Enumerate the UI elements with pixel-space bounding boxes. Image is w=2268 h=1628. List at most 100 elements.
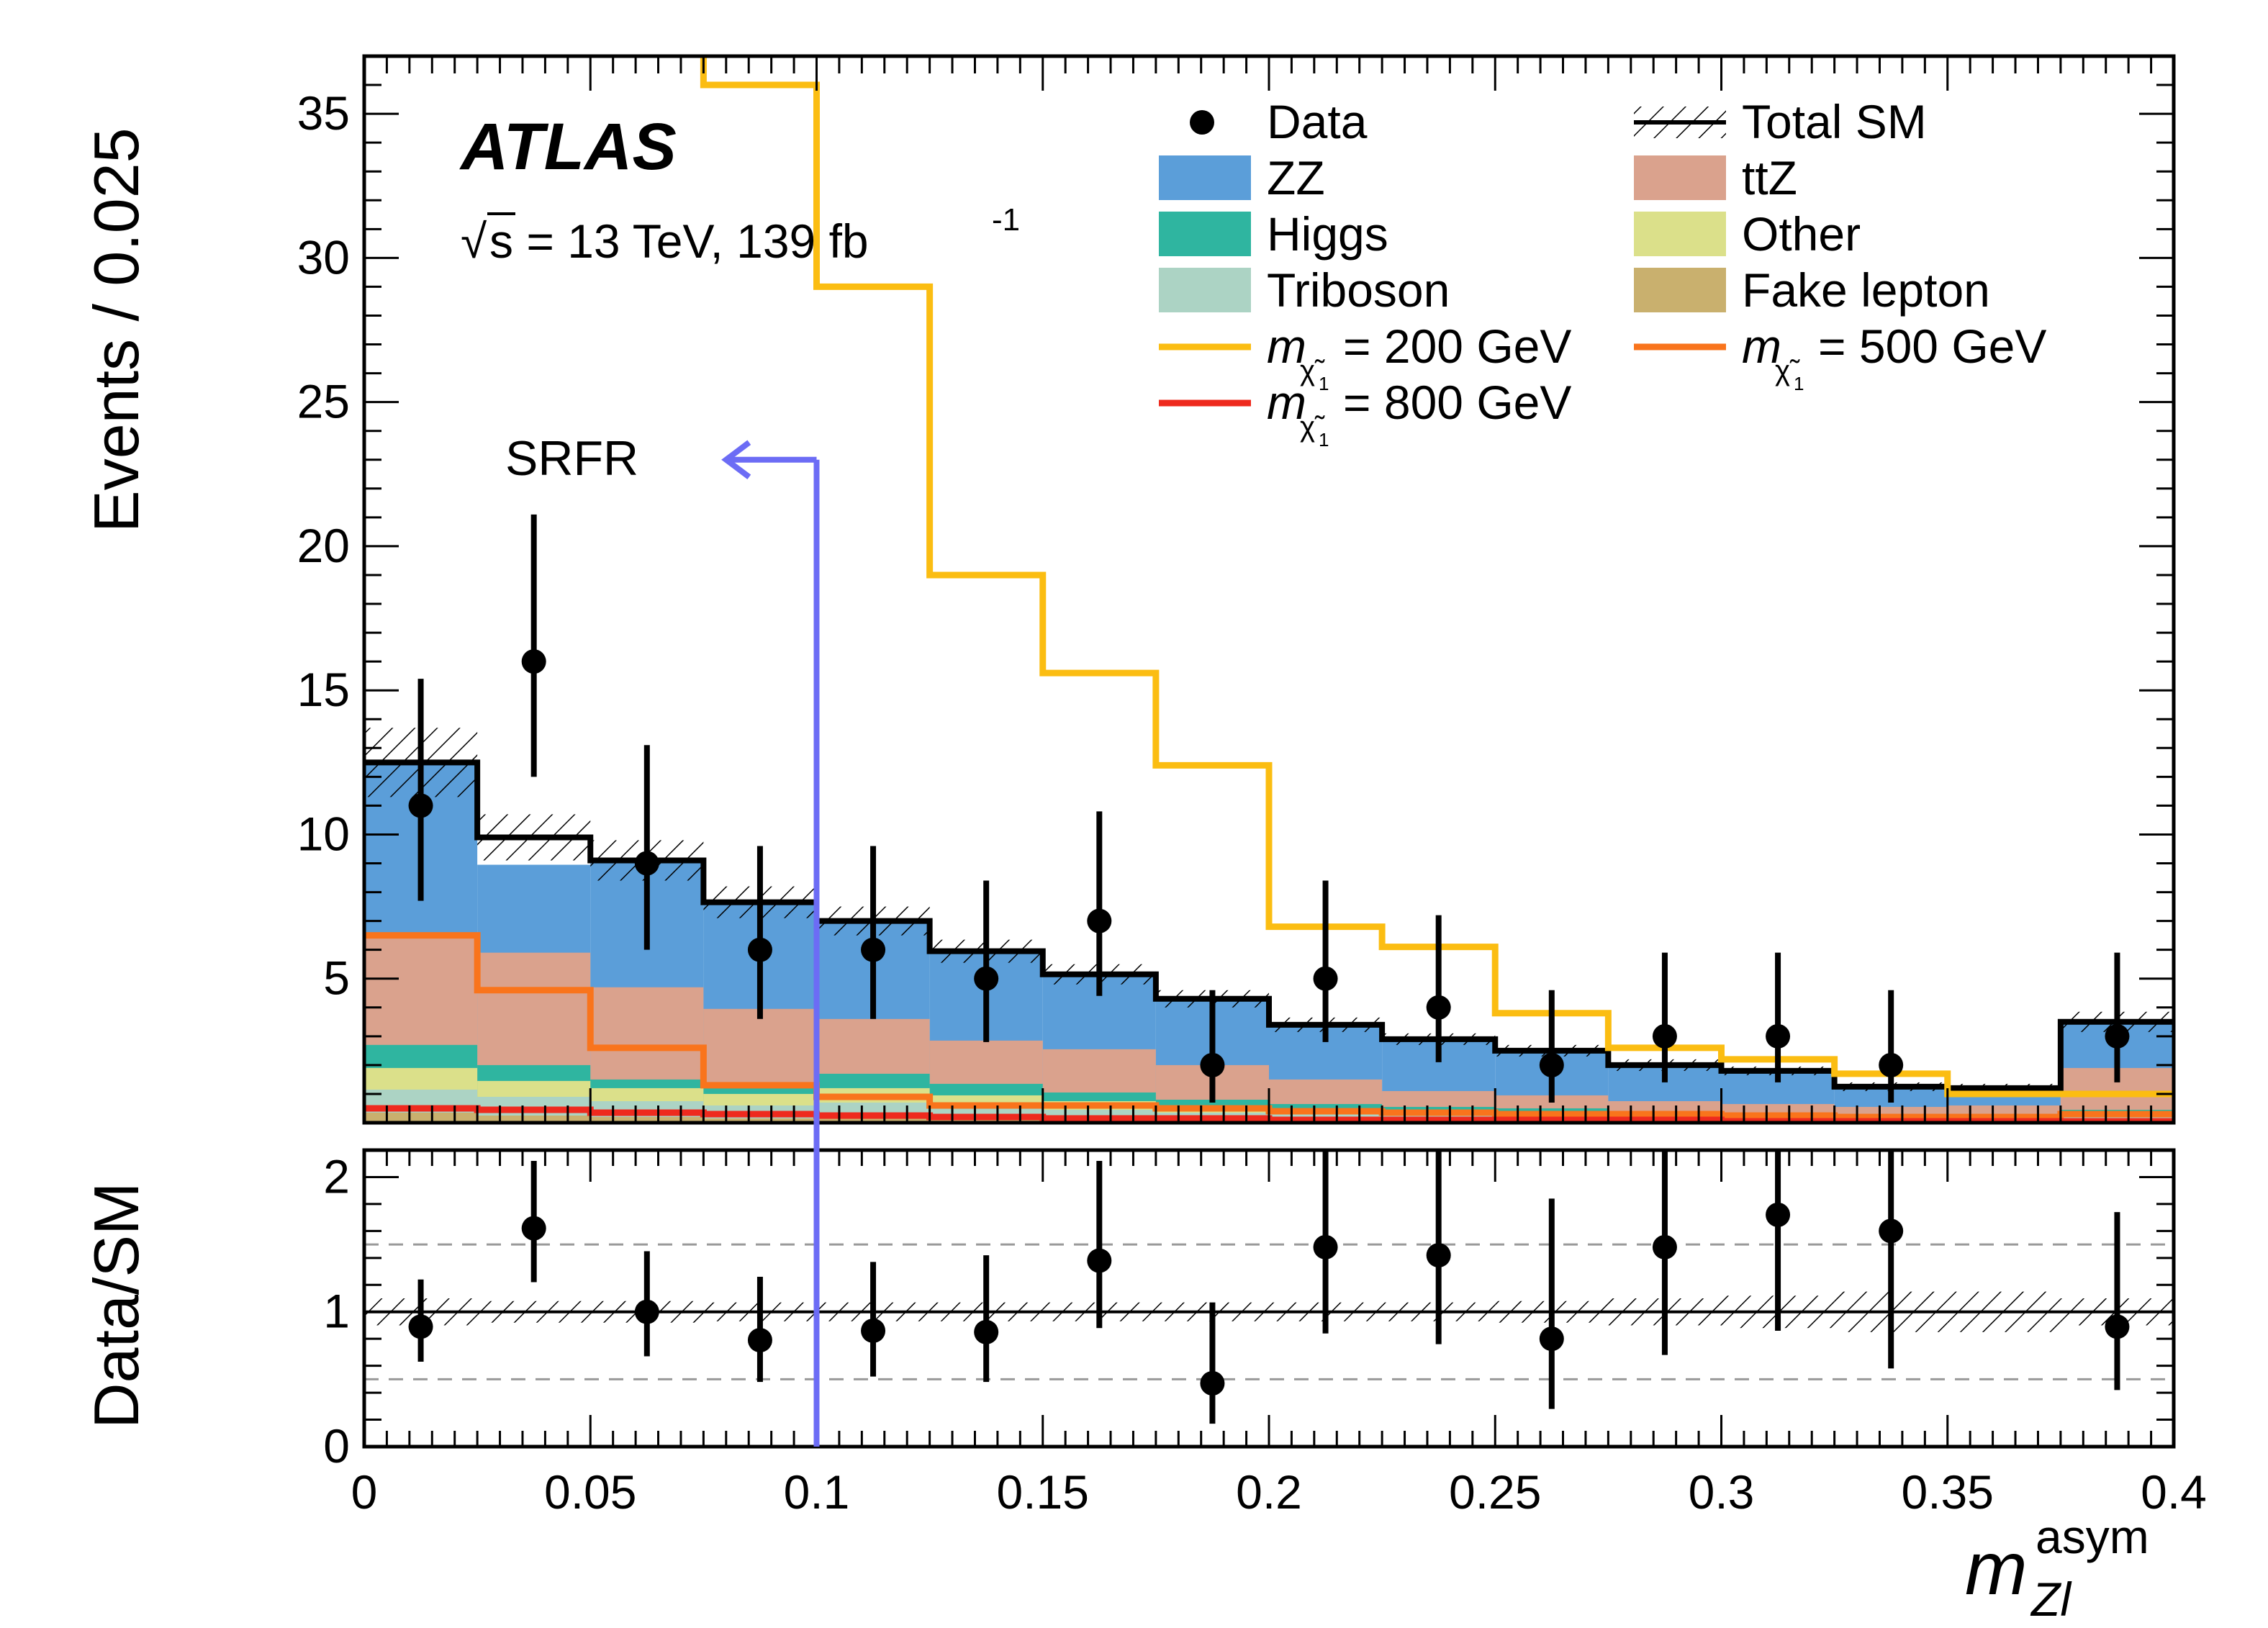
legend-label: Total SM: [1742, 95, 1927, 148]
cut-arrow-head: [721, 440, 751, 479]
atlas-label: ATLAS: [459, 110, 677, 184]
legend-label: Higgs: [1267, 207, 1388, 261]
ratio-y-tick-label: 1: [323, 1285, 350, 1338]
y-tick-label: 10: [297, 807, 350, 860]
y-tick-label: 35: [297, 86, 350, 140]
data-point: [1087, 908, 1112, 933]
data-point: [521, 649, 546, 674]
legend-swatch: [1159, 155, 1251, 200]
legend-label-m: m: [1742, 320, 1781, 373]
data-point: [1313, 966, 1338, 991]
legend-label-subsub: 1: [1319, 429, 1329, 451]
ratio-point: [1087, 1248, 1112, 1273]
legend: Data Total SM ZZ ttZ Higgs Other Triboson Fake …: [1159, 95, 2046, 451]
ratio-point: [634, 1299, 659, 1324]
ratio-point: [1200, 1370, 1225, 1396]
x-tick-label: 0.15: [997, 1465, 1089, 1519]
ratio-point: [1426, 1243, 1451, 1268]
legend-item-zz: ZZ: [1159, 151, 1325, 204]
data-point: [1652, 1023, 1677, 1049]
main-panel: 5 10 15 20 25 30 35: [297, 54, 2176, 1125]
stack-bar: [816, 1115, 930, 1123]
ratio-point: [1539, 1326, 1564, 1352]
signal-line-sig200: [700, 56, 2174, 1098]
data-point: [1766, 1023, 1791, 1049]
x-tick-label: 0.4: [2141, 1465, 2207, 1519]
ratio-y-tick-label: 0: [323, 1419, 350, 1473]
legend-label: ttZ: [1742, 151, 1797, 204]
legend-swatch: [1634, 268, 1726, 312]
stack-bar: [364, 1112, 478, 1123]
legend-item-triboson: Triboson: [1159, 263, 1450, 317]
stack-bar: [703, 1118, 817, 1123]
x-tick-label: 0.05: [544, 1465, 636, 1519]
ratio-point: [861, 1318, 886, 1343]
ratio-point: [1313, 1234, 1338, 1260]
sqrt-symbol: √: [461, 214, 487, 268]
data-point: [1539, 1052, 1564, 1077]
ratio-y-tick-label: 2: [323, 1149, 350, 1203]
legend-item-sig200: mχ̃ 1= 200 GeV: [1159, 320, 1571, 394]
legend-item-data: Data: [1190, 95, 1368, 148]
ratio-point: [747, 1328, 772, 1353]
legend-swatch: [1159, 268, 1251, 312]
total-sm-line: [364, 759, 2174, 1091]
stack-bar: [590, 1116, 704, 1123]
ratio-point: [2105, 1314, 2130, 1339]
ratio-panel: 0 1 2 0 0.05 0.1 0.15 0.2 0.25 0.3 0.35 0.4: [323, 1148, 2207, 1519]
stack-bar: [477, 1115, 591, 1123]
legend-label-rest: = 800 GeV: [1343, 376, 1571, 429]
legend-item-sig800: mχ̃ 1= 800 GeV: [1159, 376, 1571, 451]
legend-item-other: Other: [1634, 207, 1861, 261]
data-point: [747, 937, 772, 962]
energy-lumi-label: √ s = 13 TeV, 139 fb -1: [461, 202, 1020, 268]
ratio-plot-area: [364, 1150, 2174, 1424]
ratio-points: [408, 1150, 2130, 1424]
legend-swatch: [1159, 212, 1251, 256]
sqrts-text: s = 13 TeV, 139 fb: [489, 214, 869, 268]
y-tick-label: 20: [297, 519, 350, 572]
y-axis-label-main: Events / 0.025: [81, 127, 152, 533]
main-plot-area: [364, 56, 2174, 1123]
ratio-point: [1879, 1218, 1904, 1244]
ratio-point: [1766, 1202, 1791, 1227]
ratio-point: [408, 1314, 433, 1339]
data-point: [1200, 1052, 1225, 1077]
ratio-point: [1652, 1234, 1677, 1260]
legend-label: Other: [1742, 207, 1861, 261]
x-tick-label: 0.25: [1449, 1465, 1541, 1519]
legend-item-higgs: Higgs: [1159, 207, 1388, 261]
data-points: [408, 514, 2130, 1103]
legend-label-rest: = 200 GeV: [1343, 320, 1571, 373]
legend-item-fake-lepton: Fake lepton: [1634, 263, 1990, 317]
y-tick-label: 15: [297, 663, 350, 716]
legend-label: ZZ: [1267, 151, 1325, 204]
y-tick-label: 5: [323, 951, 350, 1005]
x-axis-label-m: m: [1965, 1527, 2028, 1611]
legend-label-m: m: [1267, 320, 1306, 373]
legend-item-total-sm: Total SM: [1634, 95, 1927, 148]
srfr-label: SRFR: [505, 431, 638, 486]
y-tick-label: 25: [297, 375, 350, 428]
legend-label: Fake lepton: [1742, 263, 1990, 317]
x-tick-label: 0.35: [1902, 1465, 1994, 1519]
legend-marker: [1190, 110, 1214, 135]
legend-swatch: [1634, 212, 1726, 256]
y-tick-label: 30: [297, 230, 350, 284]
data-point: [408, 793, 433, 818]
legend-item-ttz: ttZ: [1634, 151, 1797, 204]
x-axis-label-sup: asym: [2036, 1510, 2149, 1563]
legend-label-m: m: [1267, 376, 1306, 429]
x-tick-label: 0.2: [1236, 1465, 1302, 1519]
legend-swatch: [1634, 155, 1726, 200]
data-point: [974, 966, 999, 991]
data-point: [634, 851, 659, 876]
x-axis-label: m Zl asym: [1965, 1510, 2149, 1626]
legend-item-sig500: mχ̃ 1= 500 GeV: [1634, 320, 2046, 394]
data-point: [1879, 1052, 1904, 1077]
legend-label-rest: = 500 GeV: [1818, 320, 2046, 373]
y-axis-label-ratio: Data/SM: [81, 1182, 152, 1429]
legend-label: Triboson: [1267, 263, 1450, 317]
ratio-point: [974, 1319, 999, 1344]
x-axis-label-sub: Zl: [2030, 1573, 2072, 1626]
